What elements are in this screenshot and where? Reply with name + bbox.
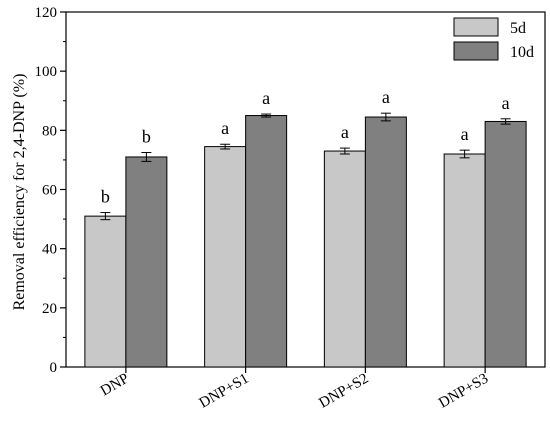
y-tick-label: 100 [35,64,58,80]
bar [323,150,366,368]
y-tick-label: 60 [42,183,57,199]
x-tick-label: DNP [98,371,132,400]
significance-label: a [221,118,229,138]
legend-label: 10d [510,44,534,61]
significance-label: b [142,127,151,147]
y-tick-label: 20 [42,301,57,317]
significance-label: a [461,124,469,144]
y-tick-label: 0 [50,360,58,376]
significance-label: b [101,187,110,207]
bar [245,115,288,368]
bar [364,116,407,368]
x-tick-label: DNP+S1 [197,371,252,412]
plot-area: 0 20 40 60 80 100 120 DNP b b DNP+S1 a a DNP+S2 a a DNP+… [35,5,546,412]
y-axis-label: Removal efficiency for 2,4-DNP (%) [11,74,28,311]
significance-label: a [502,93,510,113]
legend-swatch [453,41,499,61]
y-tick-label: 120 [35,5,58,21]
bar [484,120,527,368]
legend-swatch [453,17,499,37]
legend-label: 5d [510,20,526,37]
x-tick-label: DNP+S2 [316,371,371,412]
significance-label: a [262,88,270,108]
x-tick-label: DNP+S3 [436,371,491,412]
significance-label: a [382,87,390,107]
bar [125,156,168,368]
significance-label: a [341,122,349,142]
bar [84,215,127,368]
y-tick-label: 40 [42,242,57,258]
bar [443,153,486,368]
bar [204,146,247,368]
y-tick-label: 80 [42,123,57,139]
